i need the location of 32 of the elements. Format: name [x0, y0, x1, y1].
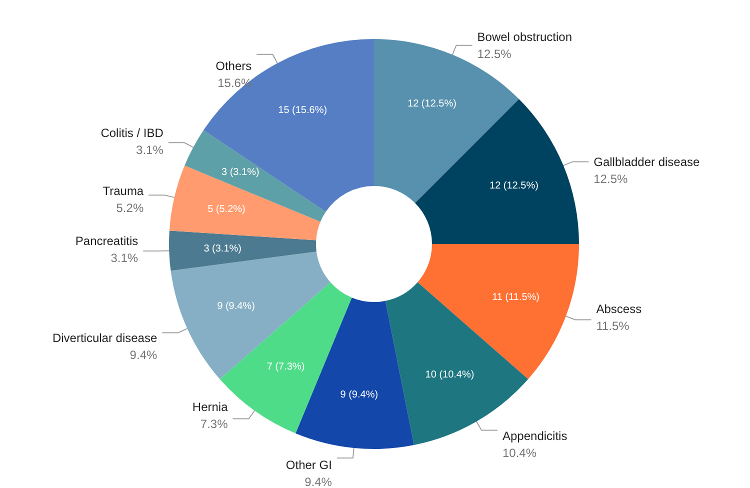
text: 9.4%	[130, 348, 158, 362]
data-label: 11 (11.5%)	[492, 292, 540, 303]
slice-label: Others	[216, 58, 252, 73]
text: 9.4%	[304, 475, 332, 488]
data-label: 7 (7.3%)	[266, 362, 305, 373]
slice-label: Bowel obstruction	[477, 30, 572, 44]
data-label: 5 (5.2%)	[208, 204, 246, 216]
slice-label: Abscess	[596, 302, 642, 316]
slice-label: Hernia	[192, 400, 228, 414]
data-label: 9 (9.4%)	[217, 301, 255, 312]
text: 5.2%	[116, 201, 144, 216]
data-label: 9 (9.4%)	[340, 389, 378, 400]
slice-label: Colitis / IBD	[100, 126, 164, 140]
text: 3.1%	[136, 143, 164, 158]
text: 10.4%	[502, 446, 537, 460]
text: 12.5%	[477, 46, 512, 61]
data-label: 10 (10.4%)	[425, 370, 474, 381]
slice-label: Other GI	[286, 458, 332, 472]
data-label: 3 (3.1%)	[204, 243, 242, 254]
data-label: 3 (3.1%)	[221, 167, 260, 178]
slice-label: Trauma	[102, 184, 144, 198]
text: 7.3%	[200, 417, 228, 431]
data-label: 12 (12.5%)	[408, 98, 456, 110]
text: 12.5%	[594, 172, 628, 186]
slice-label: Pancreatitis	[75, 234, 138, 248]
data-label: 12 (12.5%)	[490, 180, 538, 192]
text: 11.5%	[596, 318, 630, 333]
text: 3.1%	[110, 251, 138, 266]
data-label: 15 (15.6%)	[278, 104, 328, 116]
slice-label: Appendicitis	[502, 429, 568, 443]
slice-label: Diverticular disease	[52, 330, 158, 345]
slice-label: Gallbladder disease	[594, 155, 700, 170]
